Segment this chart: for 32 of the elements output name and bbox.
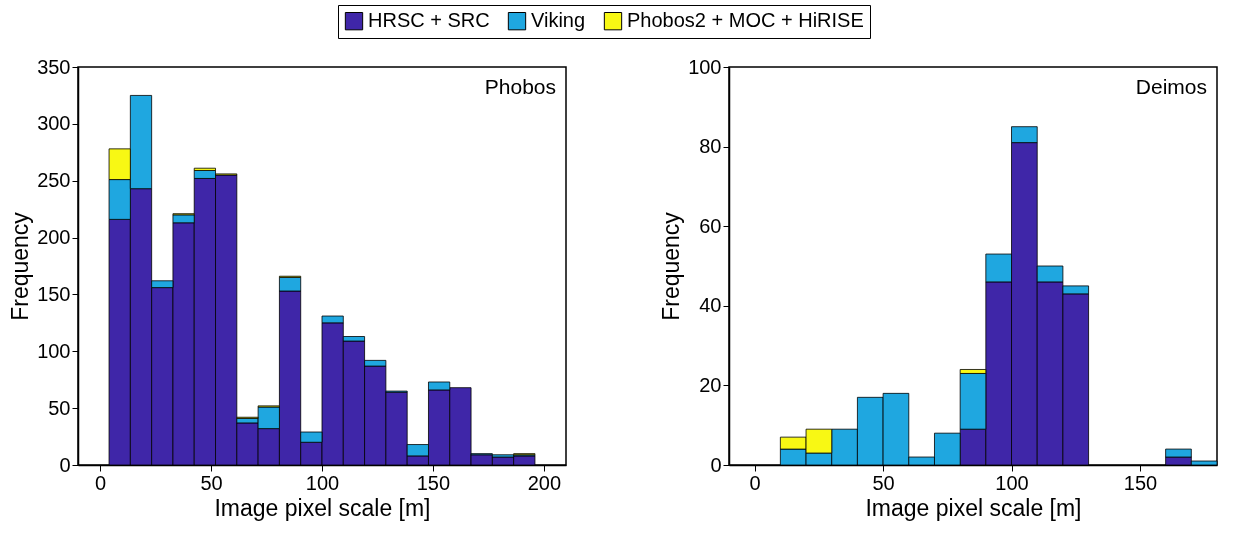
y-tick-label: 100 (37, 339, 71, 362)
legend-label: HRSC + SRC (368, 9, 490, 32)
x-tick-label: 100 (995, 471, 1029, 494)
y-tick-label: 60 (699, 214, 722, 237)
x-tick-label: 50 (200, 471, 223, 494)
x-axis-title: Image pixel scale [m] (865, 494, 1082, 521)
y-tick-label: 50 (48, 396, 71, 419)
legend-label: Viking (531, 9, 586, 32)
y-tick-label: 100 (688, 55, 722, 78)
chart-title: Phobos (484, 75, 556, 98)
legend-label: Phobos2 + MOC + HiRISE (627, 9, 864, 32)
x-tick-label: 200 (527, 471, 562, 494)
y-tick-label: 350 (37, 55, 71, 78)
y-tick-label: 200 (37, 226, 71, 249)
x-tick-label: 150 (416, 471, 451, 494)
y-tick-label: 0 (710, 453, 722, 476)
y-axis-title: Frequency (7, 211, 34, 321)
x-tick-label: 150 (1123, 471, 1158, 494)
y-tick-label: 20 (699, 373, 722, 396)
y-tick-label: 250 (37, 169, 71, 192)
chart-title: Deimos (1135, 75, 1207, 98)
x-tick-label: 0 (95, 471, 107, 494)
y-tick-label: 150 (37, 282, 71, 305)
y-axis-title: Frequency (658, 211, 685, 321)
x-axis-title: Image pixel scale [m] (214, 494, 431, 521)
y-tick-label: 40 (699, 294, 722, 317)
y-tick-label: 0 (59, 453, 71, 476)
x-tick-label: 0 (749, 471, 761, 494)
x-tick-label: 50 (872, 471, 895, 494)
y-tick-label: 80 (699, 135, 722, 158)
y-tick-label: 300 (37, 112, 71, 135)
x-tick-label: 100 (305, 471, 340, 494)
